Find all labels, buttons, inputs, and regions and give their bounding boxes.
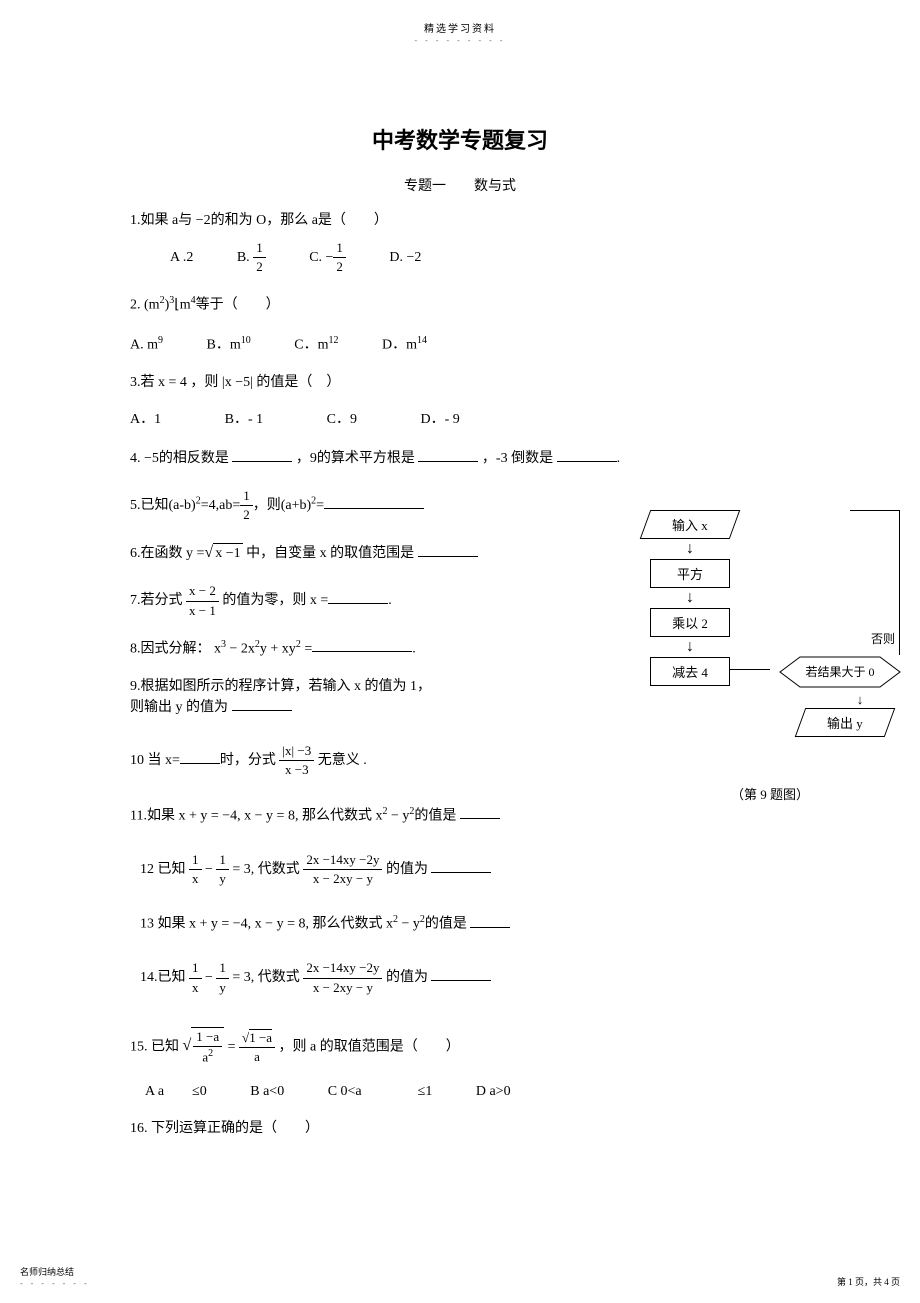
q15-optA: A a ≤0 — [145, 1082, 207, 1102]
q15-options: A a ≤0 B a<0 C 0<a ≤1 D a>0 — [130, 1082, 790, 1102]
question-13: 13 如果 x + y = −4, x − y = 8, 那么代数式 x2 − … — [130, 913, 790, 934]
blank — [324, 495, 424, 509]
question-2: 2. (m2)3⌊m4等于（ ） A. m9 B．m10 C．m12 D．m14 — [130, 294, 790, 355]
q2-options: A. m9 B．m10 C．m12 D．m14 — [130, 334, 790, 355]
subtitle-text: 数与式 — [474, 179, 516, 194]
sqrt-icon: 1 −aa2 — [183, 1027, 225, 1067]
sqrt-icon: x −1 — [204, 542, 242, 564]
blank — [312, 638, 412, 652]
flow-step2: 乘以 2 — [650, 608, 730, 637]
question-4: 4. −5的相反数是 ，9的算术平方根是 ，-3 倒数是 . — [130, 448, 790, 469]
q15-optD: D a>0 — [476, 1082, 511, 1102]
footer-right: 第 1 页，共 4 页 — [837, 1275, 900, 1288]
q1-optD: D. −2 — [389, 248, 421, 268]
blank — [460, 805, 500, 819]
subtitle: 专题一 数与式 — [130, 177, 790, 197]
q1-optA: A .2 — [170, 248, 193, 268]
blank — [431, 967, 491, 981]
q3-optB: B．- 1 — [225, 410, 264, 430]
blank — [232, 448, 292, 462]
q2-optA: A. m9 — [130, 334, 163, 355]
page-header: 精选学习资料 - - - - - - - - - — [0, 0, 920, 46]
flow-connector — [899, 510, 900, 655]
arrow-icon: ↓ — [810, 692, 910, 708]
q2-pre: 2. (m — [130, 298, 160, 313]
question-16: 16. 下列运算正确的是（ ） — [130, 1119, 790, 1139]
flow-decision-wrap: 否则 若结果大于 0 ↓ 输出 y — [770, 655, 910, 737]
q15-optC: C 0<a ≤1 — [328, 1082, 433, 1102]
arrow-icon: ↓ — [630, 590, 750, 606]
footer-left: 名师归纳总结 - - - - - - - — [20, 1265, 90, 1288]
q3-options: A．1 B．- 1 C．9 D．- 9 — [130, 410, 790, 430]
arrow-icon: ↓ — [630, 541, 750, 557]
blank — [418, 543, 478, 557]
q3-optC: C．9 — [327, 410, 357, 430]
blank — [557, 448, 617, 462]
header-dots: - - - - - - - - - — [415, 36, 506, 45]
blank — [418, 448, 478, 462]
q3-text: 3.若 x = 4 ，则 |x −5| 的值是（ ） — [130, 375, 340, 390]
subtitle-prefix: 专题一 — [404, 179, 446, 194]
flow-step1: 平方 — [650, 559, 730, 588]
q2-optD: D．m14 — [382, 334, 427, 355]
flowchart: 输入 x ↓ 平方 ↓ 乘以 2 ↓ 减去 4 ↓ 否则 若结果大于 0 ↓ 输… — [610, 510, 870, 803]
flow-step3: 减去 4 — [650, 657, 730, 686]
q15-optB: B a<0 — [250, 1082, 284, 1102]
blank — [470, 914, 510, 928]
decision-text: 若结果大于 0 — [805, 665, 874, 679]
q3-optD: D．- 9 — [420, 410, 459, 430]
q1-options: A .2 B. 12 C. −12 D. −2 — [130, 239, 790, 276]
flow-connector — [730, 669, 770, 670]
q1-optB: B. 12 — [237, 239, 266, 276]
flow-caption: （第 9 题图） — [670, 784, 870, 803]
question-6: 6.在函数 y =x −1 中，自变量 x 的取值范围是 — [130, 542, 560, 564]
question-15: 15. 已知 1 −aa2 = √1 −aa ，则 a 的取值范围是（ ） A … — [130, 1027, 790, 1101]
q3-optA: A．1 — [130, 410, 161, 430]
q2-optB: B．m10 — [207, 334, 251, 355]
question-11: 11.如果 x + y = −4, x − y = 8, 那么代数式 x2 − … — [130, 805, 790, 826]
flow-input: 输入 x — [640, 510, 741, 539]
question-1: 1.如果 a与 −2的和为 O，那么 a是（ ） A .2 B. 12 C. −… — [130, 211, 790, 276]
blank — [232, 697, 292, 711]
flow-output: 输出 y — [795, 708, 896, 737]
question-3: 3.若 x = 4 ，则 |x −5| 的值是（ ） A．1 B．- 1 C．9… — [130, 373, 790, 430]
flow-connector — [850, 510, 900, 511]
header-text: 精选学习资料 — [424, 24, 496, 35]
q2-optC: C．m12 — [294, 334, 338, 355]
blank — [431, 859, 491, 873]
question-14: 14.已知 1x − 1y = 3, 代数式 2x −14xy −2yx − 2… — [130, 959, 790, 996]
q1-optC: C. −12 — [309, 239, 346, 276]
diamond-icon: 若结果大于 0 — [770, 655, 910, 689]
question-12: 12 已知 1x − 1y = 3, 代数式 2x −14xy −2yx − 2… — [130, 851, 790, 888]
question-9: 9.根据如图所示的程序计算，若输入 x 的值为 1， 则输出 y 的值为 — [130, 677, 530, 717]
flow-else-label: 否则 — [871, 630, 895, 647]
blank — [328, 590, 388, 604]
q1-text: 1.如果 a与 −2的和为 O，那么 a是（ ） — [130, 213, 388, 228]
arrow-icon: ↓ — [630, 639, 750, 655]
blank — [180, 750, 220, 764]
page-title: 中考数学专题复习 — [130, 126, 790, 157]
